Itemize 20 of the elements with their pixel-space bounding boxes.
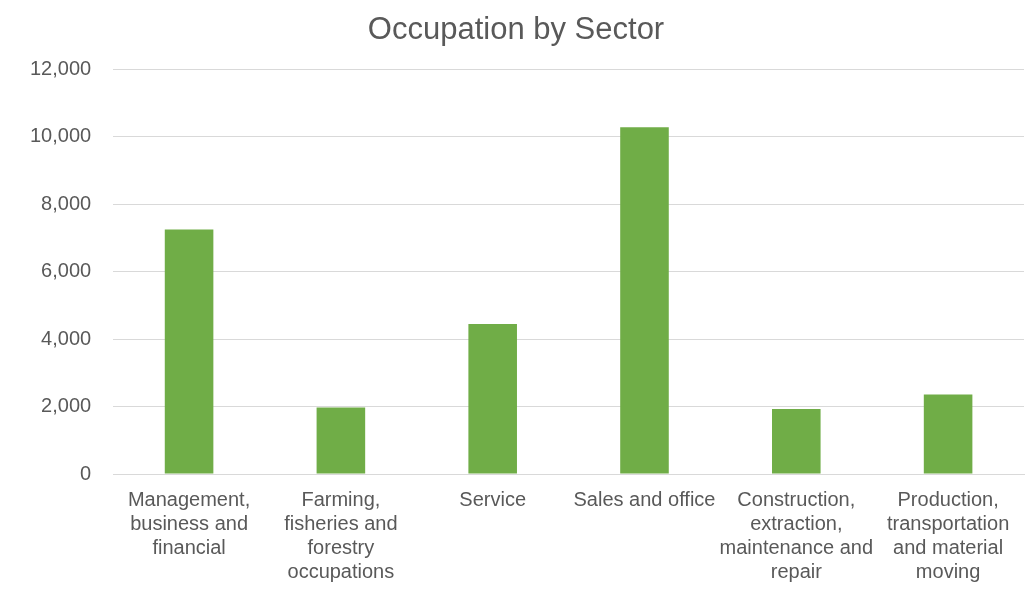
bar: [164, 229, 214, 474]
bar: [772, 408, 821, 474]
y-tick-label: 10,000: [30, 124, 92, 147]
bar: [620, 127, 669, 474]
y-tick-label: 8,000: [41, 191, 92, 214]
x-tick-label: Service: [459, 487, 527, 510]
chart-title: Occupation by Sector: [367, 11, 665, 47]
x-tick-label: Production, transportation and material moving: [886, 487, 1010, 582]
y-tick-label: 0: [80, 461, 92, 484]
x-tick-label: Farming, fisheries and forestry occupations: [284, 487, 398, 582]
x-tick-label: Construction, extraction, maintenance and repair: [719, 487, 874, 582]
x-tick-label: Sales and office: [573, 487, 716, 510]
bar: [316, 407, 366, 474]
bar: [923, 394, 973, 474]
y-tick-label: 2,000: [41, 394, 92, 417]
y-tick-label: 6,000: [41, 259, 92, 282]
bar: [468, 323, 517, 474]
x-tick-label: Management, business and financial: [127, 487, 251, 558]
y-tick-label: 4,000: [41, 326, 92, 349]
y-tick-label: 12,000: [30, 56, 92, 79]
